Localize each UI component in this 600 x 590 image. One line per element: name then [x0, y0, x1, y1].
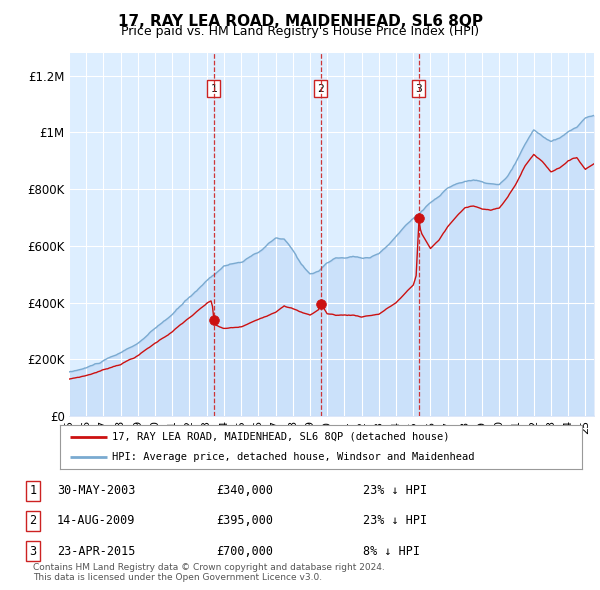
Text: 23% ↓ HPI: 23% ↓ HPI [363, 484, 427, 497]
Text: 2: 2 [317, 84, 324, 94]
Text: 30-MAY-2003: 30-MAY-2003 [57, 484, 136, 497]
Text: 1: 1 [29, 484, 37, 497]
Text: 3: 3 [415, 84, 422, 94]
Text: 23% ↓ HPI: 23% ↓ HPI [363, 514, 427, 527]
Text: 14-AUG-2009: 14-AUG-2009 [57, 514, 136, 527]
Text: 1: 1 [211, 84, 217, 94]
Text: 17, RAY LEA ROAD, MAIDENHEAD, SL6 8QP: 17, RAY LEA ROAD, MAIDENHEAD, SL6 8QP [118, 14, 482, 28]
Text: 17, RAY LEA ROAD, MAIDENHEAD, SL6 8QP (detached house): 17, RAY LEA ROAD, MAIDENHEAD, SL6 8QP (d… [112, 432, 450, 442]
Text: 8% ↓ HPI: 8% ↓ HPI [363, 545, 420, 558]
Text: HPI: Average price, detached house, Windsor and Maidenhead: HPI: Average price, detached house, Wind… [112, 452, 475, 462]
Text: Contains HM Land Registry data © Crown copyright and database right 2024.
This d: Contains HM Land Registry data © Crown c… [33, 563, 385, 582]
Text: £395,000: £395,000 [216, 514, 273, 527]
Text: 3: 3 [29, 545, 37, 558]
Text: 23-APR-2015: 23-APR-2015 [57, 545, 136, 558]
Text: £340,000: £340,000 [216, 484, 273, 497]
Text: 2: 2 [29, 514, 37, 527]
Text: £700,000: £700,000 [216, 545, 273, 558]
Text: Price paid vs. HM Land Registry's House Price Index (HPI): Price paid vs. HM Land Registry's House … [121, 25, 479, 38]
